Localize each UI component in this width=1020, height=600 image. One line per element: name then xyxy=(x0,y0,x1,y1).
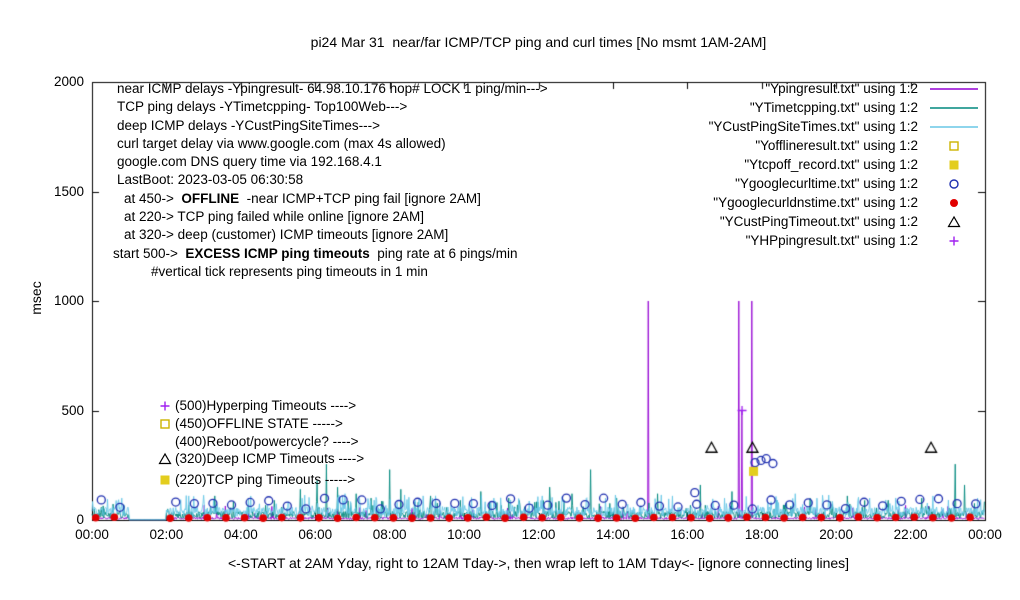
legend-entry: "Ygooglecurldnstime.txt" using 1:2 xyxy=(709,193,982,212)
legend-entry: "Ygooglecurltime.txt" using 1:2 xyxy=(709,174,982,193)
legend-line-sample-icon xyxy=(926,101,982,115)
x-tick-label: 14:00 xyxy=(596,527,630,542)
threshold-label: (220)TCP ping Timeouts -----> xyxy=(175,472,356,488)
threshold-filled-square-icon xyxy=(157,473,173,487)
x-tick-label: 00:00 xyxy=(75,527,109,542)
annotation-line: at 320-> deep (customer) ICMP timeouts [… xyxy=(124,227,449,243)
legend-line-sample-icon xyxy=(926,82,982,96)
y-tick-label: 0 xyxy=(76,512,84,527)
annotation-line: google.com DNS query time via 192.168.4.… xyxy=(117,154,382,170)
legend-entry: "Ypingresult.txt" using 1:2 xyxy=(709,79,982,98)
x-tick-label: 00:00 xyxy=(968,527,1002,542)
legend-open-circle-sample-icon xyxy=(926,177,982,191)
x-axis-label: <-START at 2AM Yday, right to 12AM Tday-… xyxy=(227,555,850,571)
annotation-line: curl target delay via www.google.com (ma… xyxy=(117,135,446,151)
annotations-block: near ICMP delays -Ypingresult- 64.98.10.… xyxy=(113,81,548,282)
chart-title: pi24 Mar 31 near/far ICMP/TCP ping and c… xyxy=(310,34,767,50)
legend-entry-label: "Yofflineresult.txt" using 1:2 xyxy=(755,138,918,153)
threshold-label: (450)OFFLINE STATE -----> xyxy=(175,416,343,432)
legend-entry: "YTimetcpping.txt" using 1:2 xyxy=(709,98,982,117)
threshold-plus-icon xyxy=(157,399,173,413)
annotation-line: #vertical tick represents ping timeouts … xyxy=(151,263,428,279)
legend-entry-label: "YCustPingTimeout.txt" using 1:2 xyxy=(719,214,918,229)
annotation-line: TCP ping delays -YTimetcpping- Top100Web… xyxy=(117,99,408,115)
x-tick-label: 16:00 xyxy=(670,527,705,542)
legend-line-sample-icon xyxy=(926,120,982,134)
annotation-line: at 220-> TCP ping failed while online [i… xyxy=(124,209,425,225)
threshold-markers: (500)Hyperping Timeouts ----> (450)OFFLIN… xyxy=(157,397,364,488)
threshold-no-icon xyxy=(157,434,173,448)
x-tick-label: 18:00 xyxy=(744,527,779,542)
threshold-label: (400)Reboot/powercycle? ----> xyxy=(175,433,359,449)
y-tick-label: 2000 xyxy=(53,74,84,89)
legend-entry: "YCustPingSiteTimes.txt" using 1:2 xyxy=(709,117,982,136)
legend-entry: "YCustPingTimeout.txt" using 1:2 xyxy=(709,212,982,231)
threshold-open-triangle-icon xyxy=(157,452,173,466)
threshold-label: (320)Deep ICMP Timeouts ----> xyxy=(175,451,365,467)
threshold-row: (500)Hyperping Timeouts ----> xyxy=(157,397,364,415)
threshold-open-square-icon xyxy=(157,417,173,431)
x-tick-label: 04:00 xyxy=(223,527,258,542)
legend-entry: "Yofflineresult.txt" using 1:2 xyxy=(709,136,982,155)
legend-entry-label: "Ypingresult.txt" using 1:2 xyxy=(765,81,918,96)
threshold-row: (220)TCP ping Timeouts -----> xyxy=(157,471,364,489)
threshold-row: (400)Reboot/powercycle? ----> xyxy=(157,432,364,450)
legend-filled-square-sample-icon xyxy=(926,158,982,172)
legend: "Ypingresult.txt" using 1:2 "YTimetcpping… xyxy=(709,79,982,250)
annotation-line: near ICMP delays -Ypingresult- 64.98.10.… xyxy=(117,81,548,96)
legend-entry: "YHPpingresult.txt" using 1:2 xyxy=(709,231,982,250)
legend-entry-label: "Ygooglecurldnstime.txt" using 1:2 xyxy=(713,195,918,210)
legend-entry-label: "Ytcpoff_record.txt" using 1:2 xyxy=(744,157,918,172)
annotation-line: start 500-> EXCESS ICMP ping timeouts pi… xyxy=(113,245,518,261)
y-tick-label: 1000 xyxy=(53,293,84,308)
x-tick-label: 08:00 xyxy=(372,527,407,542)
x-tick-label: 02:00 xyxy=(149,527,184,542)
legend-filled-circle-sample-icon xyxy=(926,196,982,210)
legend-entry-label: "YCustPingSiteTimes.txt" using 1:2 xyxy=(708,119,918,134)
x-tick-label: 10:00 xyxy=(447,527,481,542)
legend-entry-label: "Ygooglecurltime.txt" using 1:2 xyxy=(735,176,918,191)
x-tick-label: 06:00 xyxy=(298,527,333,542)
x-tick-label: 22:00 xyxy=(893,527,928,542)
threshold-row: (450)OFFLINE STATE -----> xyxy=(157,415,364,433)
legend-entry-label: "YTimetcpping.txt" using 1:2 xyxy=(749,100,918,115)
annotation-line: at 450-> OFFLINE -near ICMP+TCP ping fai… xyxy=(124,190,481,206)
legend-entry-label: "YHPpingresult.txt" using 1:2 xyxy=(745,233,918,248)
legend-open-square-sample-icon xyxy=(926,139,982,153)
x-tick-label: 12:00 xyxy=(521,527,556,542)
y-tick-label: 500 xyxy=(61,402,84,418)
y-tick-label: 1500 xyxy=(53,183,84,199)
legend-plus-sample-icon xyxy=(926,234,982,248)
annotation-line: deep ICMP delays -YCustPingSiteTimes---> xyxy=(117,117,380,133)
threshold-label: (500)Hyperping Timeouts ----> xyxy=(175,398,357,414)
annotation-line: LastBoot: 2023-03-05 06:30:58 xyxy=(117,172,304,188)
x-tick-label: 20:00 xyxy=(819,527,854,542)
legend-open-triangle-sample-icon xyxy=(926,215,982,229)
threshold-row: (320)Deep ICMP Timeouts ----> xyxy=(157,450,364,468)
legend-entry: "Ytcpoff_record.txt" using 1:2 xyxy=(709,155,982,174)
